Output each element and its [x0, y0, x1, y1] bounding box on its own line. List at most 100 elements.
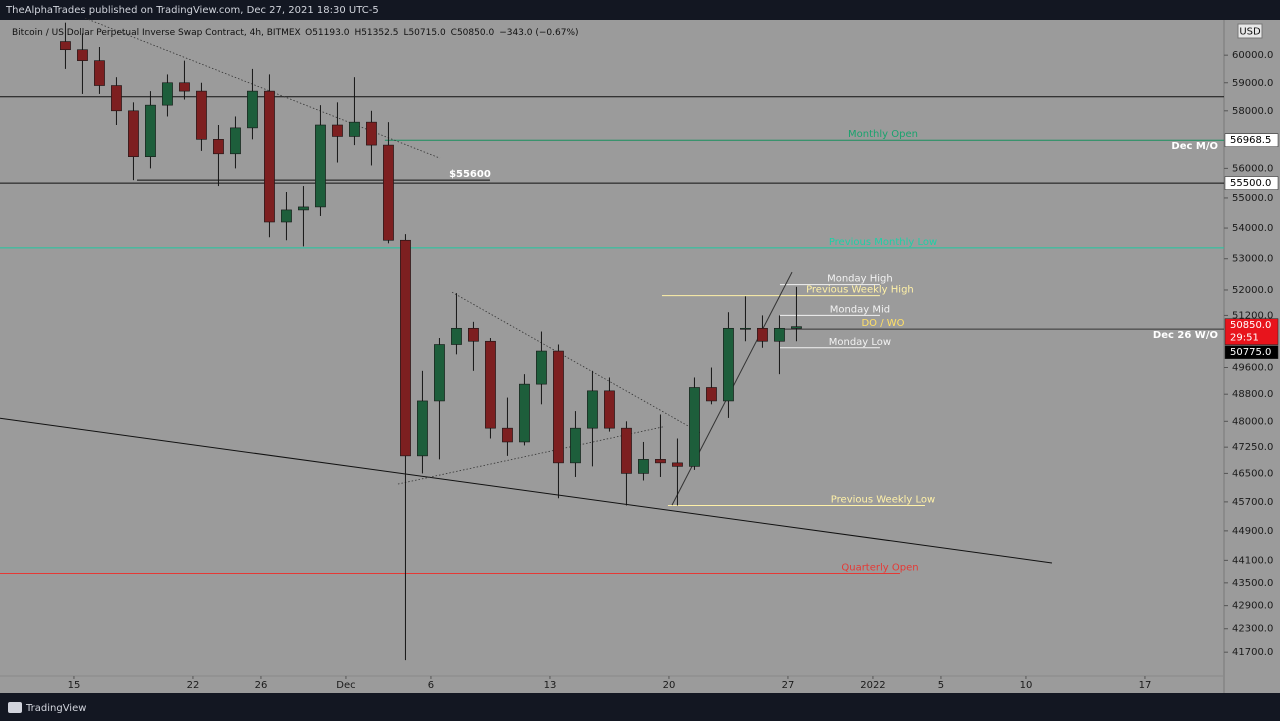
y-tick-label: 45700.0 [1232, 497, 1273, 508]
candle-body [655, 459, 666, 464]
y-tick-label: 44100.0 [1232, 555, 1273, 566]
candle-body [400, 239, 411, 457]
y-tick-label: 54000.0 [1232, 223, 1273, 234]
candle-body [774, 327, 785, 342]
x-tick-label: 27 [782, 680, 795, 691]
candle-body [349, 121, 360, 137]
candle-body [757, 327, 768, 342]
x-tick-label: 6 [428, 680, 434, 691]
trendline [84, 17, 441, 159]
candle-body [485, 340, 496, 429]
candle-body [162, 82, 173, 106]
level-label: Monday Low [829, 337, 891, 348]
candle-body [366, 121, 377, 146]
candle-body [791, 326, 802, 329]
candle-body [519, 383, 530, 443]
x-tick-label: 20 [663, 680, 676, 691]
y-tick-label: 53000.0 [1232, 254, 1273, 265]
logo [8, 702, 22, 713]
level-label: Quarterly Open [841, 562, 918, 573]
y-tick-label: 49600.0 [1232, 363, 1273, 374]
ohlc: O51193.0 [305, 28, 350, 38]
symbol-line: Bitcoin / US Dollar Perpetual Inverse Sw… [12, 28, 579, 38]
x-tick-label: 2022 [860, 680, 885, 691]
y-tick-label: 41700.0 [1232, 647, 1273, 658]
currency-box [1237, 23, 1263, 39]
candle-body [502, 427, 513, 443]
candle-body [179, 82, 190, 92]
symbol: Bitcoin / US Dollar Perpetual Inverse Sw… [12, 28, 301, 38]
level-label: Previous Monthly Low [829, 237, 937, 248]
trendline [0, 417, 1053, 564]
x-tick-label: 13 [544, 680, 557, 691]
y-tick-label: 59000.0 [1232, 78, 1273, 89]
candle-body [536, 350, 547, 385]
x-tick-label: 17 [1139, 680, 1152, 691]
price-tag-label: 50850.0 [1230, 320, 1271, 331]
candle-body [621, 427, 632, 474]
ohlc: H51352.5 [354, 28, 398, 38]
candle-body [740, 327, 751, 330]
candle-body [672, 462, 683, 467]
price-tag [1224, 133, 1279, 147]
candle-body [468, 327, 479, 342]
y-tick-label: 44900.0 [1232, 526, 1273, 537]
price-tag-label: 50775.0 [1230, 347, 1271, 358]
y-tick-label: 47250.0 [1232, 442, 1273, 453]
candle-body [77, 49, 88, 61]
brand: TradingView [25, 703, 86, 714]
candle-body [230, 127, 241, 155]
candle-body [315, 124, 326, 208]
price-tag [1224, 176, 1279, 190]
currency: USD [1239, 27, 1261, 38]
candle-body [723, 327, 734, 402]
y-tick-label: 42900.0 [1232, 601, 1273, 612]
candle-body [706, 387, 717, 402]
y-tick-label: 43500.0 [1232, 578, 1273, 589]
candle-body [570, 427, 581, 464]
candle-body [638, 459, 649, 474]
candle-body [94, 60, 105, 86]
top-bar [0, 0, 1280, 20]
y-tick-label: 60000.0 [1232, 50, 1273, 61]
price-tag-label: 55500.0 [1230, 178, 1271, 189]
price-tag-countdown: 29:51 [1230, 333, 1259, 344]
ohlc: −343.0 (−0.67%) [499, 28, 578, 38]
candle-body [383, 144, 394, 241]
x-tick-label: 15 [68, 680, 81, 691]
candle-body [451, 327, 462, 345]
candle-body [196, 90, 207, 140]
x-tick-label: 5 [938, 680, 944, 691]
candle-body [332, 124, 343, 137]
level-right-label: Dec M/O [1171, 141, 1218, 152]
level-label: DO / WO [861, 318, 904, 329]
level-right-label: Dec 26 W/O [1153, 330, 1218, 341]
level-label: Monday Mid [830, 304, 890, 315]
y-tick-label: 56000.0 [1232, 163, 1273, 174]
y-tick-label: 46500.0 [1232, 468, 1273, 479]
candle-body [145, 104, 156, 158]
x-tick-label: 10 [1020, 680, 1033, 691]
y-tick-label: 52000.0 [1232, 285, 1273, 296]
candle-body [587, 390, 598, 429]
y-tick-label: 51200.0 [1232, 310, 1273, 321]
y-tick-label: 58000.0 [1232, 106, 1273, 117]
candle-body [553, 350, 564, 464]
candle-body [604, 390, 615, 429]
y-tick-label: 48800.0 [1232, 389, 1273, 400]
candle-body [111, 85, 122, 112]
trendline [397, 426, 665, 485]
x-tick-label: Dec [336, 680, 355, 691]
x-tick-label: 26 [255, 680, 268, 691]
y-tick-label: 42300.0 [1232, 624, 1273, 635]
level-label: $55600 [449, 169, 491, 180]
candle-body [60, 41, 71, 51]
price-tag-label: 56968.5 [1230, 135, 1271, 146]
candle-body [434, 344, 445, 402]
y-tick-label: 55000.0 [1232, 193, 1273, 204]
ohlc: L50715.0 [403, 28, 446, 38]
x-tick-label: 22 [187, 680, 200, 691]
candle-body [213, 139, 224, 155]
